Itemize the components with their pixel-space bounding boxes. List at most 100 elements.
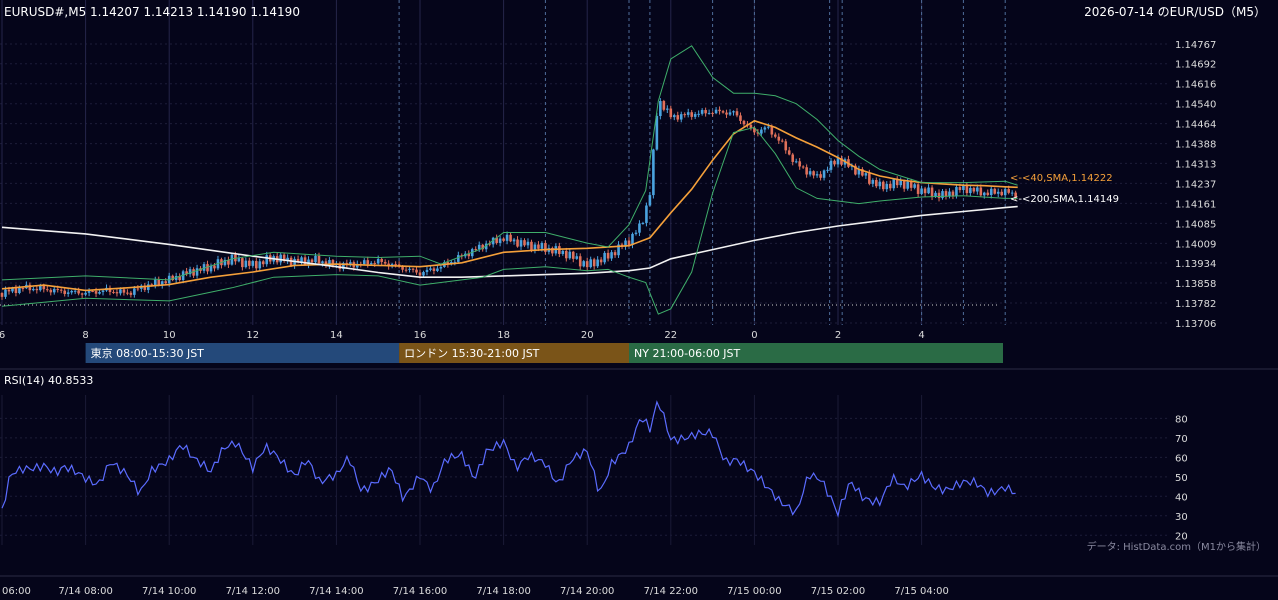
time-tick-label: 06:00 — [2, 586, 31, 597]
candle-body — [457, 255, 460, 262]
candle-body — [376, 258, 380, 264]
series-lines — [1, 45, 1018, 315]
candle-body — [885, 183, 889, 190]
candle-body — [70, 290, 73, 293]
candle-body — [808, 171, 812, 175]
candle-body — [756, 132, 760, 134]
candle-body — [206, 264, 209, 272]
session-label: NY 21:00-06:00 JST — [634, 347, 741, 360]
candle-body — [881, 181, 885, 190]
candle-body — [192, 269, 195, 276]
candle-body — [328, 260, 331, 266]
candle-body — [101, 290, 105, 293]
candle-body — [662, 101, 666, 110]
candle-body — [868, 173, 871, 184]
candle-body — [429, 268, 432, 270]
price-tick-label: 1.14692 — [1175, 60, 1216, 71]
candle-body — [763, 127, 767, 130]
candle-body — [112, 291, 115, 293]
session-block — [399, 343, 629, 363]
candle-body — [686, 112, 690, 115]
candle-body — [962, 185, 965, 191]
candle-body — [133, 288, 136, 295]
candle-body — [955, 187, 958, 197]
price-tick-label: 1.14313 — [1175, 159, 1216, 170]
candle-body — [286, 257, 289, 261]
data-source-note: データ: HistData.com（M1から集計） — [1087, 540, 1266, 553]
candle-body — [119, 289, 122, 294]
candle-body — [697, 113, 700, 115]
candle-body — [369, 263, 373, 265]
candle-body — [136, 288, 140, 290]
candle-body — [780, 140, 784, 142]
candle-body — [864, 173, 868, 176]
candle-body — [523, 240, 526, 246]
price-tick-label: 1.14464 — [1175, 120, 1216, 131]
hour-tick-label: 12 — [246, 330, 259, 341]
candle-body — [1007, 189, 1010, 193]
candle-body — [317, 255, 321, 264]
candle-body — [7, 289, 11, 292]
candle-body — [895, 179, 899, 186]
series-line-lower-band — [1, 126, 1018, 315]
candle-body — [739, 115, 742, 121]
candle-body — [178, 276, 181, 281]
candle-body — [585, 261, 589, 268]
price-tick-label: 1.14009 — [1175, 239, 1216, 250]
candle-body — [916, 184, 920, 194]
candle-body — [767, 126, 770, 128]
candle-body — [453, 261, 457, 263]
candle-body — [52, 288, 56, 293]
candle-body — [857, 169, 861, 175]
candle-body — [1014, 192, 1017, 199]
candles — [0, 98, 1017, 300]
candle-body — [840, 158, 843, 165]
candle-body — [164, 281, 168, 284]
hour-tick-label: 16 — [414, 330, 427, 341]
candle-body — [624, 240, 627, 247]
candle-body — [342, 263, 345, 269]
candle-body — [540, 243, 544, 249]
candle-body — [422, 272, 425, 276]
candle-body — [732, 111, 735, 113]
price-tick-label: 1.13706 — [1175, 319, 1216, 330]
price-tick-label: 1.14767 — [1175, 40, 1216, 51]
candle-body — [565, 250, 568, 259]
candle-body — [237, 258, 241, 262]
session-bar: 東京 08:00-15:30 JST ロンドン 15:30-21:00 JST NY… — [85, 343, 1003, 363]
candle-body — [784, 141, 788, 151]
candle-body — [878, 181, 882, 187]
candle-body — [241, 258, 244, 268]
candle-body — [380, 258, 383, 262]
candle-body — [49, 289, 53, 293]
candle-body — [45, 289, 49, 291]
candle-body — [589, 259, 592, 268]
candle-body — [404, 269, 408, 271]
candle-body — [603, 252, 606, 263]
session-label: 東京 08:00-15:30 JST — [91, 346, 205, 360]
candle-body — [484, 243, 488, 250]
candle-body — [753, 127, 756, 133]
time-tick-label: 7/14 10:00 — [142, 586, 196, 597]
candle-body — [829, 160, 833, 170]
candle-body — [641, 222, 645, 224]
candle-body — [153, 279, 157, 286]
time-tick-label: 7/15 04:00 — [894, 586, 948, 597]
candle-body — [397, 264, 401, 267]
hour-tick-label: 2 — [835, 330, 841, 341]
time-tick-label: 7/14 08:00 — [58, 586, 112, 597]
time-tick-label: 7/14 16:00 — [393, 586, 447, 597]
candle-body — [989, 188, 993, 196]
candle-body — [488, 243, 491, 245]
rsi-panel: 80 70 60 50 40 30 20 RSI(14) 40.8533 データ: Hist… — [0, 374, 1266, 553]
candle-body — [516, 239, 519, 247]
candle-body — [35, 288, 39, 291]
candle-body — [561, 250, 565, 254]
rsi-axis: 80 70 60 50 40 30 20 — [1175, 414, 1188, 542]
candle-body — [171, 275, 174, 281]
rsi-series-line — [1, 400, 1016, 518]
candle-body — [279, 254, 282, 263]
session-block — [629, 343, 1003, 363]
candle-body — [147, 284, 150, 290]
candle-body — [251, 261, 255, 266]
